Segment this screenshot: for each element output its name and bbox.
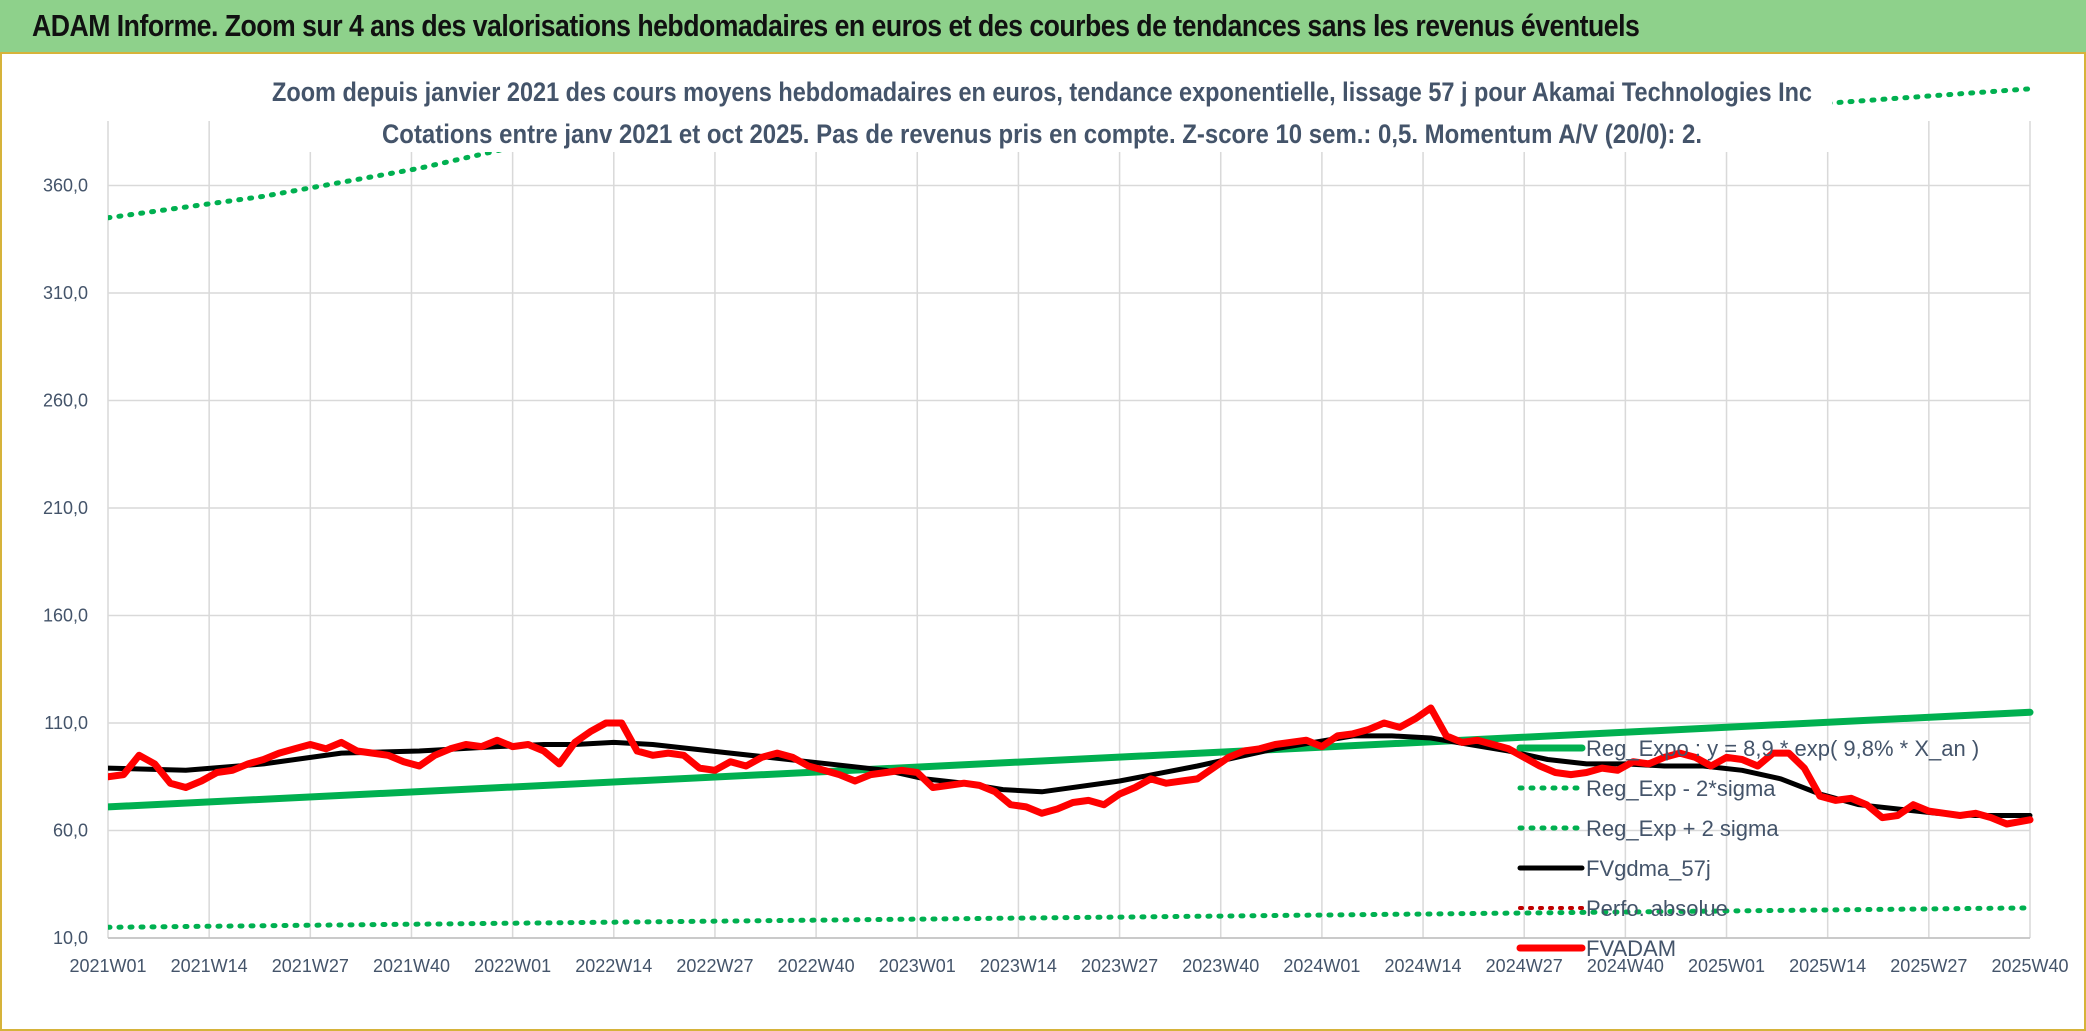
report-header: ADAM Informe. Zoom sur 4 ans des valoris… xyxy=(0,0,2086,54)
x-tick-label: 2023W40 xyxy=(1182,956,1259,976)
x-tick-label: 2021W40 xyxy=(373,956,450,976)
x-tick-label: 2023W01 xyxy=(879,956,956,976)
x-axis-ticks: 2021W01 2021W14 2021W27 2021W40 2022W01 2022W… xyxy=(69,956,2068,976)
x-tick-label: 2025W14 xyxy=(1789,956,1866,976)
x-tick-label: 2021W14 xyxy=(171,956,248,976)
y-tick-label: 310,0 xyxy=(43,283,88,303)
x-tick-label: 2024W01 xyxy=(1283,956,1360,976)
chart: 10,0 60,0 110,0 160,0 210,0 260,0 310,0 360,0 2… xyxy=(43,64,2069,976)
chart-subtitle: Cotations entre janv 2021 et oct 2025. P… xyxy=(382,119,1702,149)
x-tick-label: 2023W27 xyxy=(1081,956,1158,976)
report-title: ADAM Informe. Zoom sur 4 ans des valoris… xyxy=(32,8,1640,43)
series-lines xyxy=(108,86,2034,930)
x-tick-label: 2025W01 xyxy=(1688,956,1765,976)
y-tick-label: 60,0 xyxy=(53,821,88,841)
x-tick-label: 2024W27 xyxy=(1486,956,1563,976)
legend-label: FVADAM xyxy=(1586,936,1676,961)
x-tick-label: 2025W27 xyxy=(1890,956,1967,976)
y-tick-label: 360,0 xyxy=(43,176,88,196)
chart-frame: 10,0 60,0 110,0 160,0 210,0 260,0 310,0 360,0 2… xyxy=(0,54,2086,1031)
reg-expo-line xyxy=(108,708,2034,811)
y-tick-label: 110,0 xyxy=(44,713,88,733)
y-axis-ticks: 10,0 60,0 110,0 160,0 210,0 260,0 310,0 360,0 xyxy=(43,176,88,949)
fvadam-line xyxy=(108,704,2034,828)
x-tick-label: 2021W01 xyxy=(69,956,146,976)
x-tick-label: 2022W40 xyxy=(778,956,855,976)
legend-label: Reg_Expo : y = 8,9 * exp( 9,8% * X_an ) xyxy=(1586,736,1979,761)
legend-label: FVgdma_57j xyxy=(1586,856,1711,881)
grid-lines xyxy=(107,121,2031,939)
y-tick-label: 210,0 xyxy=(43,498,88,518)
chart-title: Zoom depuis janvier 2021 des cours moyen… xyxy=(272,77,1812,107)
fvgdma-57j-line xyxy=(108,733,2033,818)
x-tick-label: 2022W01 xyxy=(474,956,551,976)
reg-exp-minus-2sigma-line xyxy=(108,905,2033,930)
title-background xyxy=(252,64,1832,152)
x-tick-label: 2022W14 xyxy=(575,956,652,976)
x-tick-label: 2025W40 xyxy=(1991,956,2068,976)
y-tick-label: 160,0 xyxy=(43,606,88,626)
x-tick-label: 2022W27 xyxy=(676,956,753,976)
x-tick-label: 2023W14 xyxy=(980,956,1057,976)
x-tick-label: 2021W27 xyxy=(272,956,349,976)
y-tick-label: 10,0 xyxy=(53,928,88,948)
x-tick-label: 2024W40 xyxy=(1587,956,1664,976)
legend-label: Perfo. absolue xyxy=(1586,896,1728,921)
x-tick-label: 2024W14 xyxy=(1385,956,1462,976)
reg-exp-plus-2sigma-line xyxy=(108,86,2033,221)
legend: Reg_Expo : y = 8,9 * exp( 9,8% * X_an ) R… xyxy=(1516,736,1979,961)
y-tick-label: 260,0 xyxy=(43,391,88,411)
legend-label: Reg_Exp + 2 sigma xyxy=(1586,816,1779,841)
legend-label: Reg_Exp - 2*sigma xyxy=(1586,776,1776,801)
